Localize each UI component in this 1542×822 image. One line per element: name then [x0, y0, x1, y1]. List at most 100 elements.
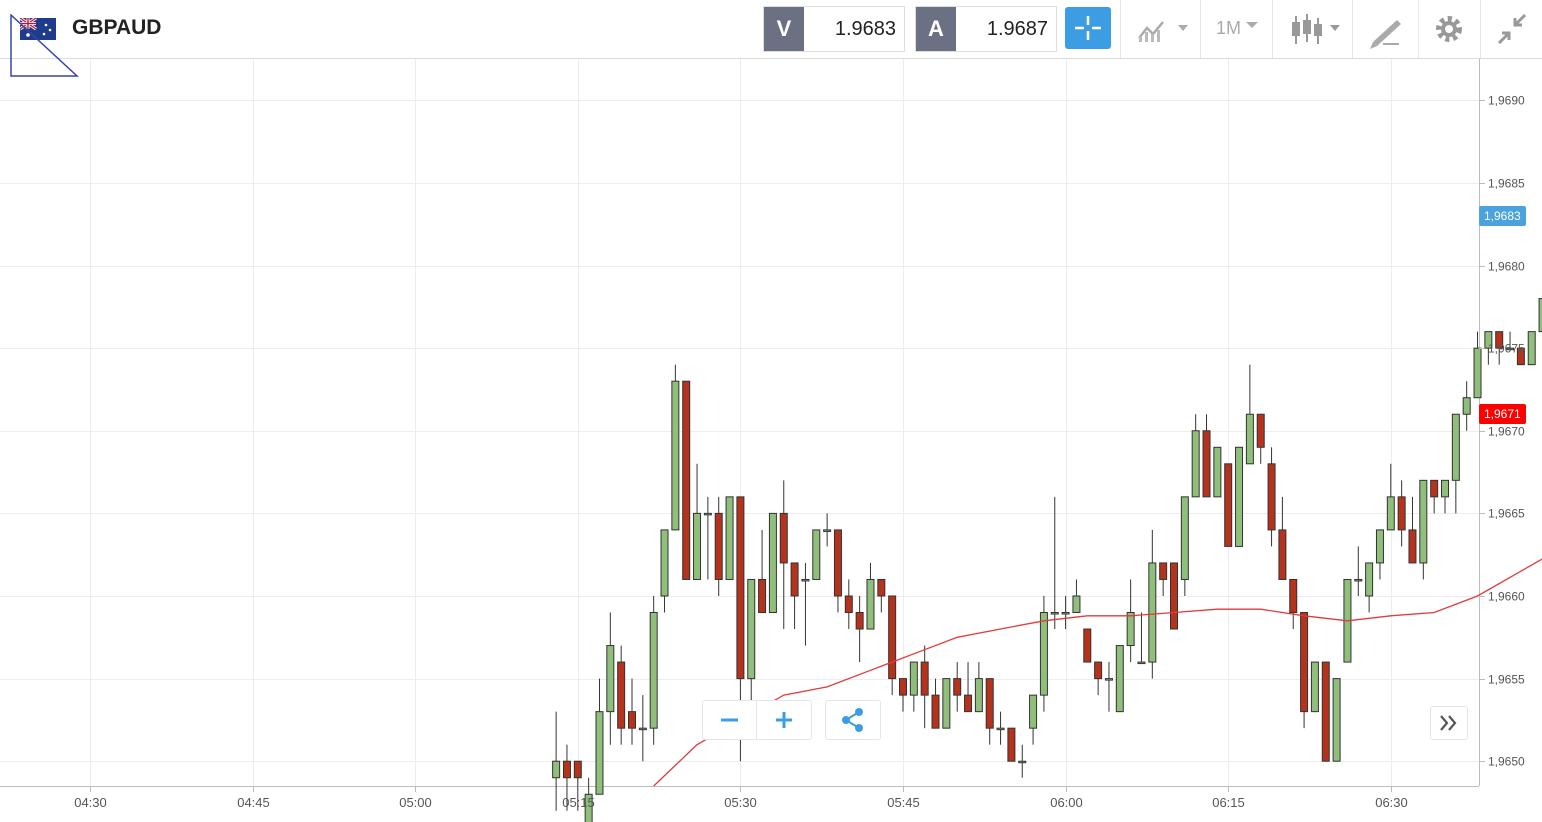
gear-icon [1436, 16, 1462, 42]
candle-down [562, 744, 571, 811]
candle-down [1007, 727, 1016, 762]
zoom-in-button[interactable] [757, 701, 811, 739]
candle-up [1018, 744, 1027, 778]
double-chevron-right-icon [1440, 715, 1457, 731]
candle-down [1397, 480, 1406, 547]
candle-up [1104, 662, 1113, 712]
crosshair-icon [1075, 16, 1101, 40]
candle-down [964, 662, 973, 713]
y-tick-label: 1,9685 [1488, 177, 1525, 191]
candle-down [1430, 479, 1439, 514]
candle-up [584, 777, 593, 822]
candle-up [1473, 331, 1482, 399]
candle-up [1365, 562, 1374, 613]
candle-up [1191, 414, 1200, 498]
scroll-to-latest-button[interactable] [1430, 706, 1468, 740]
candle-down [573, 760, 582, 811]
candle-up [1386, 463, 1395, 531]
buy-price-button[interactable]: A 1.9687 [915, 6, 1057, 52]
candle-up [638, 695, 647, 762]
chart-grid [0, 59, 1479, 786]
candle-up [996, 711, 1005, 745]
candle-series [552, 298, 1542, 822]
settings-button[interactable] [1418, 0, 1481, 58]
candle-down [790, 562, 799, 630]
candle-up [1148, 529, 1157, 679]
y-axis-ticks: 1,9650 1,9655 1,9660 1,9665 1,9670 1,9675 1,96… [1479, 94, 1525, 769]
candle-down [758, 529, 767, 614]
candle-up [1506, 331, 1515, 351]
symbol-title: GBPAUD [72, 16, 162, 39]
candle-up [552, 711, 561, 811]
candle-down [1202, 414, 1211, 498]
zoom-out-button[interactable] [703, 701, 757, 739]
share-icon [842, 708, 863, 732]
timeframe-button[interactable]: 1M [1200, 0, 1273, 58]
candle-down [855, 595, 864, 663]
candle-down [779, 480, 788, 630]
drawing-icon [1370, 20, 1401, 49]
candle-up [1441, 479, 1449, 514]
candle-down [920, 645, 929, 729]
buy-label: A [916, 7, 956, 51]
current-price-tag: 1,9683 [1479, 205, 1526, 226]
sell-price-button[interactable]: V 1.9683 [763, 6, 905, 52]
candle-down [1495, 331, 1504, 365]
share-button[interactable] [825, 700, 881, 740]
x-tick-label: 04:30 [74, 795, 107, 810]
y-tick-label: 1,9675 [1488, 342, 1525, 356]
y-tick-label: 1,9680 [1488, 260, 1525, 274]
candle-down [1321, 661, 1330, 762]
candlestick-icon [1292, 14, 1340, 44]
candle-up [693, 463, 702, 580]
sell-price: 1.9683 [834, 18, 896, 40]
y-tick-label: 1,9660 [1488, 590, 1525, 604]
candle-up [942, 678, 951, 729]
drawing-tools-button[interactable] [1352, 0, 1419, 58]
crosshair-button[interactable] [1065, 7, 1111, 49]
candle-down [1278, 496, 1287, 580]
chart-type-button[interactable] [1120, 0, 1201, 58]
x-tick-label: 05:00 [399, 795, 432, 810]
moving-average-line [653, 558, 1542, 787]
ma-price-tag: 1,9671 [1479, 404, 1526, 425]
candlestick-type-button[interactable] [1272, 0, 1353, 58]
candle-up [1235, 446, 1244, 547]
toolbar: GBPAUD V 1.9683 A 1.9687 1M [0, 0, 1542, 77]
candle-down [899, 678, 907, 712]
candle-down [1224, 463, 1233, 547]
x-tick-label: 06:30 [1375, 795, 1408, 810]
candle-down [1256, 413, 1265, 464]
candle-down [682, 380, 691, 580]
candle-up [649, 595, 658, 745]
chevron-down-icon [1246, 22, 1258, 28]
x-tick-label: 05:30 [724, 795, 757, 810]
candle-up [725, 496, 734, 580]
candle-up [1310, 661, 1319, 713]
candle-down [1159, 562, 1168, 596]
candle-up [768, 512, 777, 614]
y-tick-label: 1,9665 [1488, 507, 1525, 521]
sell-label: V [764, 7, 804, 51]
candle-down [844, 579, 853, 630]
x-tick-label: 06:00 [1050, 795, 1083, 810]
price-chart[interactable]: 1,9650 1,9655 1,9660 1,9665 1,9670 1,9675 1,96… [0, 59, 1542, 822]
candle-down [1083, 628, 1092, 663]
candle-down [1289, 578, 1298, 630]
candle-down [953, 662, 962, 712]
candle-down [617, 645, 626, 745]
candle-up [595, 678, 604, 795]
candle-down [888, 595, 897, 696]
candle-up [671, 364, 680, 531]
candle-up [1354, 546, 1363, 596]
candle-up [1213, 446, 1222, 498]
candle-up [1180, 496, 1189, 596]
candle-down [931, 678, 940, 729]
x-axis-ticks: 04:30 04:45 05:00 05:15 05:30 05:45 06:00 06:15… [74, 786, 1408, 810]
collapse-button[interactable] [1480, 0, 1542, 58]
zoom-controls [702, 700, 812, 740]
collapse-icon [1497, 13, 1527, 45]
candle-down [628, 678, 636, 745]
candle-up [1462, 381, 1471, 431]
candle-up [1029, 694, 1038, 745]
